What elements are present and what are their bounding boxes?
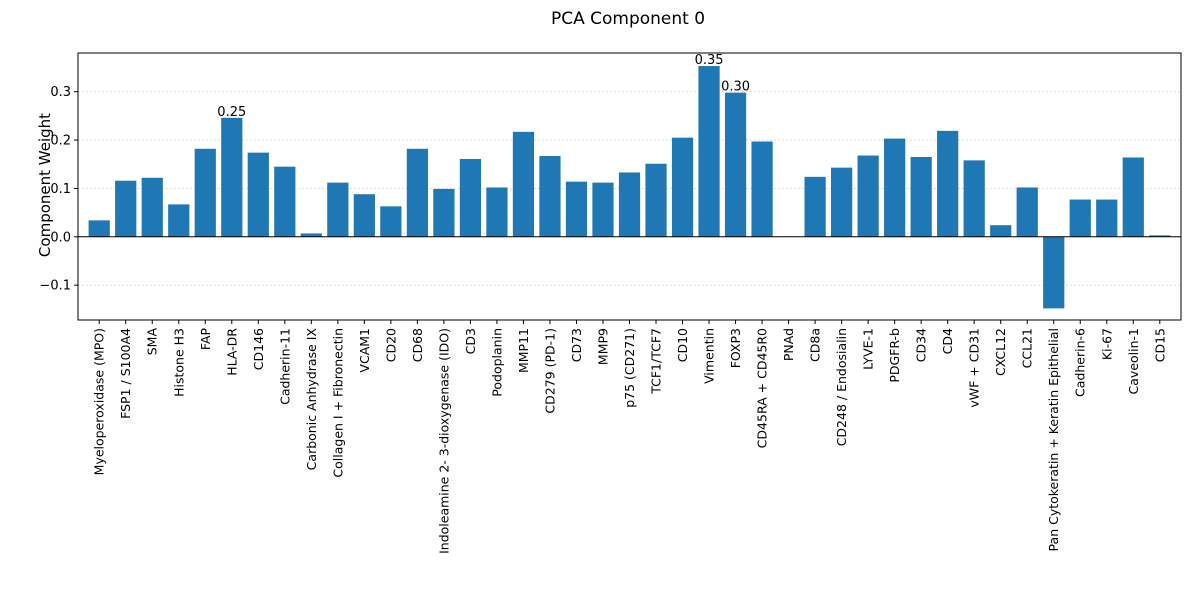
y-tick-label: 0.2 (50, 134, 71, 149)
x-tick-label: PNAd (781, 328, 796, 361)
x-tick-label: p75 (CD271) (622, 328, 637, 408)
bars (88, 66, 1171, 309)
x-tick-label: CXCL12 (993, 328, 1008, 376)
x-tick-label: Cadherin-6 (1073, 328, 1088, 397)
x-tick-label: Myeloperoxidase (MPO) (92, 328, 107, 475)
bar (380, 206, 402, 237)
bar (459, 158, 482, 237)
x-tick-label: Podoplanin (489, 328, 504, 397)
x-tick-label: Collagen I + Fibronectin (330, 328, 345, 478)
x-tick-label: CD73 (569, 328, 584, 362)
x-tick-label: CD146 (251, 328, 266, 370)
x-tick-label: Cadherin-11 (277, 328, 292, 405)
data-label: 0.30 (721, 80, 750, 95)
chart-title: PCA Component 0 (551, 9, 705, 29)
bar (486, 187, 508, 237)
x-tick-label: Carbonic Anhydrase IX (304, 328, 319, 471)
x-tick-label: CD248 / Endosialin (834, 328, 849, 446)
bar (88, 220, 110, 237)
bar (300, 233, 322, 237)
x-tick-label: vWF + CD31 (967, 328, 982, 408)
x-tick-label: CD20 (383, 328, 398, 362)
x-tick-label: CD68 (410, 328, 425, 362)
x-tick-label: MMP11 (516, 328, 531, 373)
y-tick-label: 0.1 (50, 182, 71, 197)
x-tick-label: CD10 (675, 328, 690, 362)
bar (592, 182, 614, 237)
bar (937, 130, 959, 237)
bar (274, 166, 296, 237)
y-tick-label: 0.3 (50, 85, 71, 100)
x-tick-label: VCAM1 (357, 328, 372, 373)
data-labels: 0.25 0.35 0.30 (217, 53, 750, 120)
x-tick-label: CD15 (1152, 328, 1167, 362)
bar (671, 137, 694, 237)
x-tick-label: Histone H3 (171, 328, 186, 397)
bar (831, 167, 853, 237)
x-tick-label: Ki-67 (1099, 328, 1114, 360)
x-tick-label: FAP (198, 328, 213, 351)
bar (884, 138, 906, 237)
x-tick-label: FSP1 / S100A4 (118, 328, 133, 419)
x-tick-label: SMA (145, 328, 160, 356)
bar (194, 148, 216, 237)
y-tick-label: −0.1 (39, 279, 71, 294)
bar (751, 141, 773, 237)
bar (141, 177, 163, 237)
bar (645, 163, 667, 237)
x-tick-label: CD3 (463, 328, 478, 354)
bar (963, 160, 985, 237)
y-tick-label: 0.0 (50, 230, 71, 245)
bar (512, 131, 535, 237)
x-axis: Myeloperoxidase (MPO) FSP1 / S100A4 SMA His… (92, 320, 1167, 554)
bar (406, 148, 428, 237)
bar (327, 182, 349, 237)
bar (1069, 199, 1091, 237)
bar (221, 117, 243, 237)
x-tick-label: Pan Cytokeratin + Keratin Epithelial (1046, 328, 1061, 551)
bar (1096, 199, 1118, 237)
bar (168, 204, 190, 237)
bar (539, 156, 561, 237)
bar (247, 152, 269, 237)
bar (724, 92, 747, 237)
x-tick-label: Vimentin (702, 328, 717, 384)
data-label: 0.35 (695, 53, 724, 68)
bar (115, 180, 137, 237)
x-tick-label: CD4 (940, 328, 955, 354)
x-tick-label: TCF1/TCF7 (649, 328, 664, 395)
bar (565, 181, 588, 237)
x-tick-label: CD45RA + CD45R0 (755, 328, 770, 448)
bar (857, 155, 879, 237)
x-tick-label: CD279 (PD-1) (542, 328, 557, 414)
x-tick-label: CD8a (808, 328, 823, 362)
bar (804, 176, 826, 237)
bar (990, 225, 1012, 237)
x-tick-label: PDGFR-b (887, 328, 902, 383)
x-tick-label: FOXP3 (728, 328, 743, 368)
bar (910, 156, 932, 237)
x-tick-label: HLA-DR (224, 328, 239, 376)
bar (433, 188, 455, 237)
y-axis: −0.1 0.0 0.1 0.2 0.3 (39, 85, 78, 294)
x-tick-label: LYVE-1 (861, 328, 876, 370)
x-tick-label: CD34 (914, 328, 929, 362)
data-label: 0.25 (217, 105, 246, 120)
x-tick-label: CCL21 (1020, 328, 1035, 368)
y-axis-label: Component Weight (36, 113, 54, 257)
x-tick-label: Caveolin-1 (1126, 328, 1141, 394)
bar (1122, 157, 1144, 237)
x-tick-label: Indoleamine 2- 3-dioxygenase (IDO) (436, 328, 451, 554)
bar (1016, 187, 1038, 237)
bar (1149, 235, 1171, 237)
bar (1043, 236, 1065, 309)
bar (698, 66, 720, 237)
plot-frame (77, 52, 1182, 321)
x-tick-label: MMP9 (595, 328, 610, 365)
bar (618, 172, 641, 237)
bar (353, 194, 375, 237)
